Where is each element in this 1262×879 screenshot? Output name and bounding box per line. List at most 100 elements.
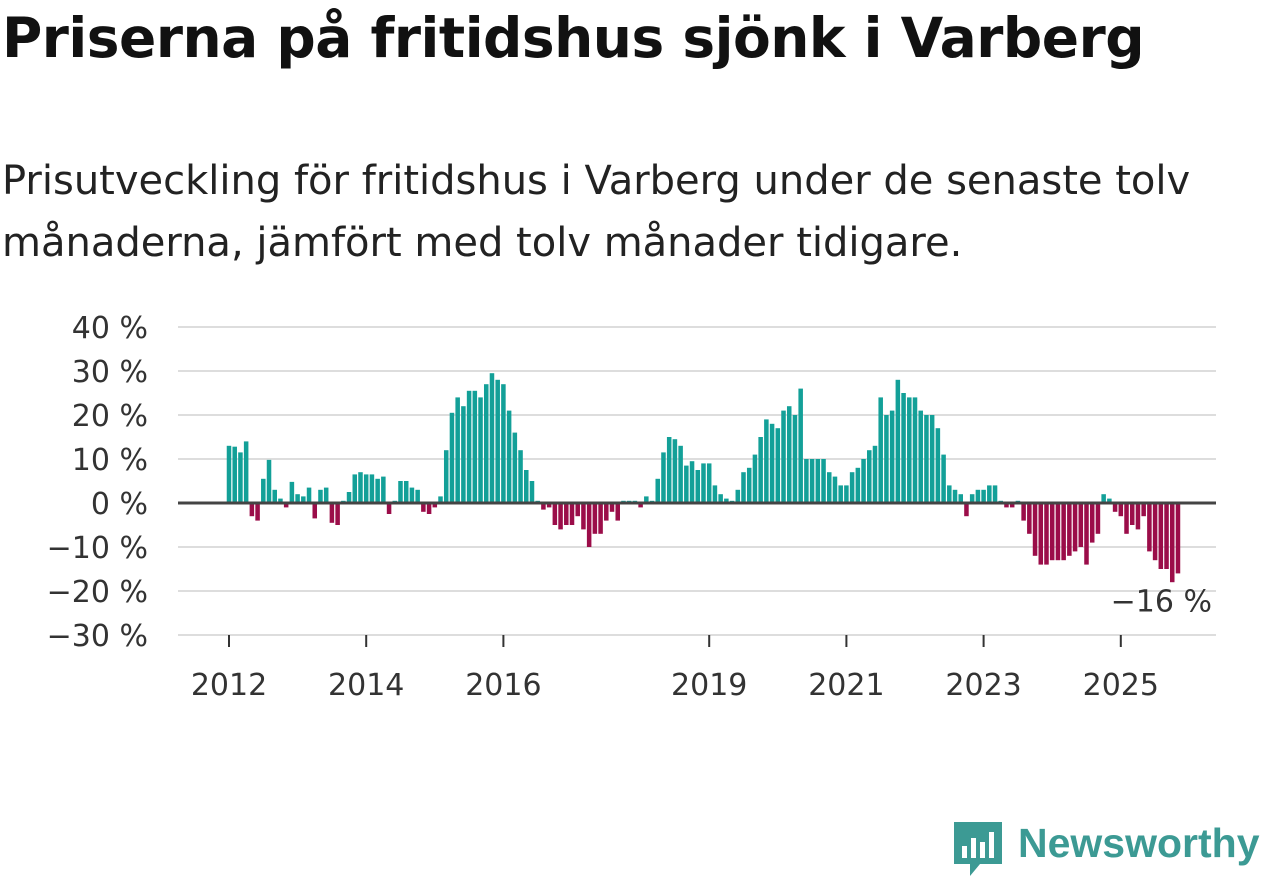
bar xyxy=(524,470,529,503)
bar xyxy=(666,437,672,503)
bar xyxy=(226,445,232,503)
y-tick-label: 30 % xyxy=(72,355,148,390)
bar xyxy=(1107,498,1112,503)
y-axis: 40 % 30 % 20 % 10 % 0 % −10 % −20 % −30 % xyxy=(47,311,148,654)
bar xyxy=(855,467,861,503)
bar xyxy=(483,384,489,503)
bar xyxy=(878,397,883,503)
bar xyxy=(1089,503,1095,543)
bar xyxy=(546,503,552,508)
bar xyxy=(701,463,706,503)
bar xyxy=(495,379,500,503)
bar xyxy=(655,478,661,503)
bar xyxy=(638,503,643,508)
bar xyxy=(558,503,563,530)
bar xyxy=(947,485,952,503)
bar xyxy=(746,467,752,503)
bar xyxy=(912,397,918,503)
bar xyxy=(695,470,701,503)
bar xyxy=(895,379,901,503)
bar xyxy=(472,390,478,503)
bar xyxy=(975,489,981,503)
bars xyxy=(226,373,1181,583)
bar xyxy=(1009,503,1015,508)
bar xyxy=(849,472,855,503)
bar xyxy=(1038,503,1044,565)
bar xyxy=(335,503,340,525)
bar xyxy=(512,432,518,503)
bar xyxy=(443,450,449,503)
bar xyxy=(798,388,803,503)
bar xyxy=(929,415,935,503)
bar xyxy=(1135,503,1141,530)
x-tick-label: 2023 xyxy=(945,668,1021,703)
bar xyxy=(581,503,586,530)
bar xyxy=(266,459,272,503)
bar xyxy=(718,494,723,503)
bar xyxy=(889,410,895,503)
bar xyxy=(1175,503,1181,574)
x-axis: 2012 2014 2016 2019 2021 2023 2025 xyxy=(191,635,1159,703)
bar xyxy=(712,485,718,503)
bar xyxy=(438,496,443,503)
bar xyxy=(804,459,809,503)
newsworthy-logo-icon xyxy=(954,822,1002,876)
x-tick-label: 2019 xyxy=(671,668,747,703)
bar xyxy=(564,503,569,525)
bar xyxy=(809,459,815,503)
bar xyxy=(832,476,838,503)
bar xyxy=(1032,503,1038,556)
bar xyxy=(969,494,975,503)
bar xyxy=(506,410,512,503)
bar xyxy=(329,503,335,523)
bar xyxy=(238,452,243,503)
annotation: −16 % xyxy=(1111,584,1212,619)
bar xyxy=(403,481,409,503)
bar xyxy=(352,474,358,503)
y-tick-label: 20 % xyxy=(72,399,148,434)
bar xyxy=(375,478,380,503)
bar xyxy=(1078,503,1084,547)
bar xyxy=(249,503,255,517)
bar xyxy=(689,461,695,503)
bar xyxy=(1004,503,1009,508)
bar xyxy=(1158,503,1164,569)
bar xyxy=(346,492,352,503)
bar xyxy=(575,503,580,517)
y-tick-label: 0 % xyxy=(91,487,148,522)
bar xyxy=(1061,503,1066,561)
bar xyxy=(289,481,295,503)
bar xyxy=(455,397,460,503)
bar xyxy=(1112,503,1118,512)
bar xyxy=(243,441,249,503)
y-tick-label: −10 % xyxy=(47,531,148,566)
bar xyxy=(1164,503,1169,569)
bar xyxy=(741,472,746,503)
x-tick-label: 2016 xyxy=(465,668,541,703)
bar xyxy=(844,485,849,503)
bar xyxy=(295,494,300,503)
bar xyxy=(398,481,403,503)
bar xyxy=(501,384,506,503)
bar xyxy=(478,397,483,503)
bar xyxy=(363,474,369,503)
bar xyxy=(786,406,792,503)
bar xyxy=(598,503,603,534)
bar xyxy=(312,503,318,519)
bar xyxy=(1095,503,1101,534)
bar xyxy=(278,498,283,503)
bar xyxy=(758,437,763,503)
bar xyxy=(261,478,266,503)
bar xyxy=(861,459,866,503)
bar xyxy=(935,428,941,503)
bar xyxy=(318,489,323,503)
bar xyxy=(489,373,495,503)
bar xyxy=(678,445,683,503)
bar xyxy=(1124,503,1129,534)
bar xyxy=(421,503,426,512)
bar xyxy=(569,503,575,525)
y-tick-label: 10 % xyxy=(72,443,148,478)
bar xyxy=(541,503,546,510)
bar xyxy=(358,472,363,503)
bar xyxy=(981,489,986,503)
